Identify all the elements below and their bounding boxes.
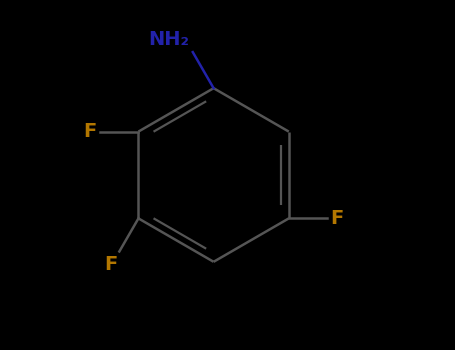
Text: F: F xyxy=(330,209,344,228)
Text: F: F xyxy=(84,122,97,141)
Text: F: F xyxy=(104,255,117,274)
Text: NH₂: NH₂ xyxy=(148,30,189,49)
